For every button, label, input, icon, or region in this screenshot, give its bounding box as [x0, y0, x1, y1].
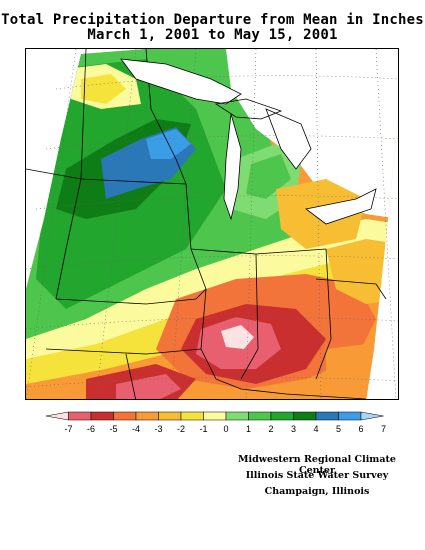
- legend-swatch: [158, 411, 182, 421]
- legend-tick-label: -4: [132, 424, 140, 434]
- precipitation-map: [25, 48, 399, 400]
- great-lakes: [120, 58, 377, 225]
- legend-swatch: [248, 411, 272, 421]
- legend-tick-label: 7: [381, 424, 386, 434]
- map-title: Total Precipitation Departure from Mean …: [1, 12, 424, 28]
- legend-swatch: [113, 411, 137, 421]
- state-borders: [26, 49, 387, 399]
- legend-swatch: [270, 411, 294, 421]
- legend-tick-label: -5: [109, 424, 117, 434]
- color-scale-legend: -7 -6 -5 -4 -3 -2 -1 0 1 2 3 4 5 6 7: [45, 411, 386, 434]
- legend-swatch: [180, 411, 204, 421]
- legend-tick-label: 6: [358, 424, 363, 434]
- legend-tick-label: -1: [199, 424, 207, 434]
- legend-swatch: [360, 411, 384, 421]
- credit-isws: Illinois State Water Survey: [245, 470, 389, 481]
- map-subtitle: March 1, 2001 to May 15, 2001: [87, 27, 338, 43]
- legend-tick-label: 1: [246, 424, 251, 434]
- legend-swatch: [203, 411, 227, 421]
- legend-tick-label: 0: [223, 424, 228, 434]
- graticule: [26, 49, 398, 399]
- precipitation-fields: [26, 49, 398, 399]
- credit-mrcc: Midwestern Regional Climate Center: [238, 454, 396, 476]
- map-canvas: [26, 49, 398, 399]
- legend-tick-label: -7: [64, 424, 72, 434]
- legend-swatch: [293, 411, 317, 421]
- legend-swatch: [45, 411, 69, 421]
- legend-tick-label: -6: [87, 424, 95, 434]
- legend-tick-label: 2: [268, 424, 273, 434]
- legend-swatch: [225, 411, 249, 421]
- legend-tick-label: -3: [154, 424, 162, 434]
- legend-tick-label: -2: [177, 424, 185, 434]
- legend-swatch: [135, 411, 159, 421]
- legend-tick-label: 4: [313, 424, 318, 434]
- legend-swatch: [68, 411, 92, 421]
- legend-swatch: [315, 411, 339, 421]
- credit-location: Champaign, Illinois: [264, 486, 370, 497]
- legend-swatch: [90, 411, 114, 421]
- legend-swatch: [338, 411, 362, 421]
- legend-tick-label: 5: [336, 424, 341, 434]
- legend-tick-label: 3: [291, 424, 296, 434]
